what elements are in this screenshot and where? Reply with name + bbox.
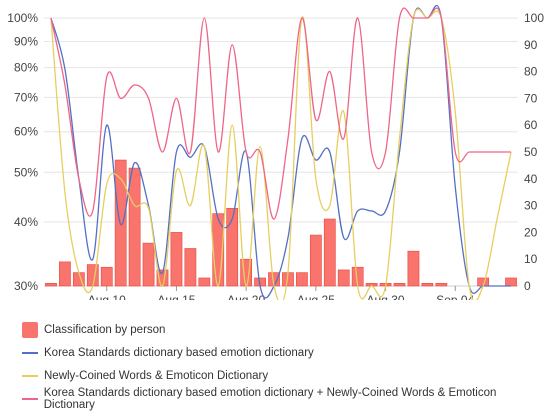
y-left-tick-label: 30% [14,279,38,293]
x-tick-label: Sep 04 [436,293,474,300]
y-left-tick-label: 100% [7,11,38,25]
bar [323,218,336,287]
bar [184,248,197,287]
bar [435,283,448,287]
y-right-tick-label: 90 [524,38,538,52]
legend-swatch-bars [22,321,38,338]
y-right-tick-label: 50 [524,145,538,159]
chart: 30% 40% 50% 60% 70% 80% 90% 100% 0 10 20 30 40 50 60 7… [7,4,544,300]
legend-swatch-line-2 [22,374,38,377]
y-axis-left: 30% 40% 50% 60% 70% 80% 90% 100% [7,11,38,293]
bar [505,277,517,287]
x-axis: Aug 10 Aug 15 Aug 20 Aug 25 Aug 30 Sep 04 [88,286,475,300]
x-tick-label: Aug 10 [88,293,126,300]
y-right-tick-label: 40 [524,172,538,186]
bar [86,264,99,287]
legend: Classification by person Korea Standards… [22,318,542,411]
legend-item-bars[interactable]: Classification by person [22,318,542,341]
y-right-tick-label: 20 [524,225,538,239]
legend-swatch-line-3 [22,397,38,400]
bar [142,242,155,287]
y-axis-right: 0 10 20 30 40 50 60 70 80 90 100 [524,11,544,293]
y-left-tick-label: 40% [14,215,38,229]
y-right-tick-label: 100 [524,11,544,25]
bar [393,283,406,287]
legend-label-line-2: Newly-Coined Words & Emoticon Dictionary [44,369,269,382]
legend-label-bars: Classification by person [44,323,166,336]
x-tick-label: Aug 15 [157,293,195,300]
y-left-tick-label: 90% [14,34,38,48]
bar [407,250,420,287]
series-line-3 [50,7,512,220]
x-tick-label: Aug 30 [367,293,405,300]
x-tick-label: Aug 20 [227,293,265,300]
x-tick-label: Aug 25 [297,293,335,300]
y-right-tick-label: 30 [524,199,538,213]
bar [296,272,308,287]
bar [198,277,211,287]
legend-item-line-3[interactable]: Korea Standards dictionary based emotion… [22,386,542,411]
y-right-tick-label: 0 [524,279,531,293]
bar [337,269,350,287]
bar [421,283,434,287]
legend-item-line-1[interactable]: Korea Standards dictionary based emotion… [22,341,542,364]
bar [128,167,141,287]
y-right-tick-label: 60 [524,118,538,132]
legend-label-line-1: Korea Standards dictionary based emotion… [44,346,314,359]
legend-item-line-2[interactable]: Newly-Coined Words & Emoticon Dictionary [22,364,542,387]
y-right-tick-label: 70 [524,91,538,105]
legend-label-line-3: Korea Standards dictionary based emotion… [43,386,497,411]
y-left-tick-label: 60% [14,125,38,139]
bar [309,234,322,287]
y-left-tick-label: 50% [14,165,38,179]
bar-series [45,159,517,287]
y-right-tick-label: 10 [524,252,538,266]
y-left-tick-label: 80% [14,61,38,75]
bar [226,207,239,287]
y-right-tick-label: 80 [524,65,538,79]
bar [170,232,183,287]
bar [100,266,113,287]
bar [59,261,71,287]
line-series [50,4,512,300]
bar [45,283,57,287]
legend-swatch-line-1 [22,351,38,354]
y-left-tick-label: 70% [14,90,38,104]
